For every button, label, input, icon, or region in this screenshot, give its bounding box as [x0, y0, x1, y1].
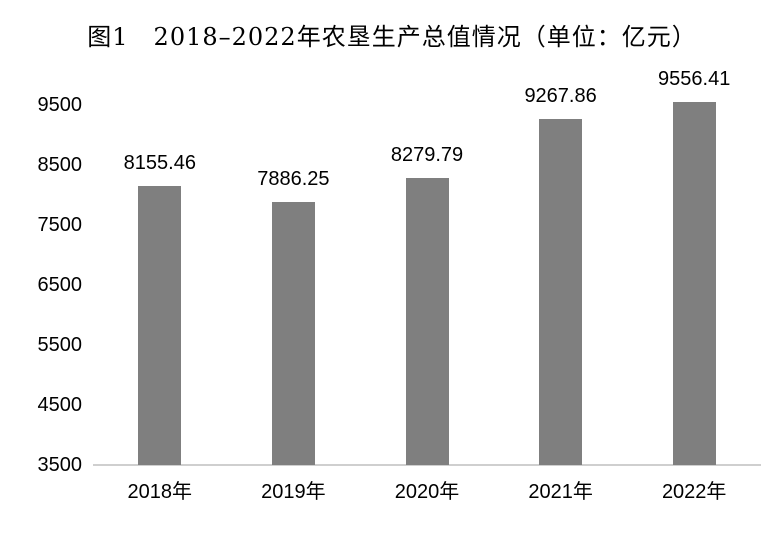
y-tick-label-5500: 5500	[37, 334, 83, 356]
y-tick-label-7500: 7500	[37, 214, 83, 236]
bar-2019年	[271, 201, 315, 465]
y-tick-label-8500: 8500	[37, 154, 83, 176]
chart-title: 图1 2018–2022年农垦生产总值情况（单位：亿元）	[87, 23, 697, 51]
y-tick-label-3500: 3500	[37, 454, 83, 476]
y-tick-label-4500: 4500	[37, 394, 83, 416]
x-tick-label-2018年: 2018年	[127, 481, 193, 503]
bar-2020年	[405, 178, 449, 465]
x-tick-label-2019年: 2019年	[261, 481, 326, 503]
bar-value-label-2020年: 8279.79	[390, 144, 464, 167]
x-tick-label-2020年: 2020年	[394, 481, 460, 503]
bar-value-label-2021年: 9267.86	[524, 84, 597, 107]
bar-value-label-2019年: 7886.25	[257, 167, 330, 190]
bar-value-label-2018年: 8155.46	[123, 151, 196, 174]
bar-2018年	[138, 185, 182, 465]
bar-value-label-2022年: 9556.41	[658, 67, 731, 90]
y-tick-label-6500: 6500	[37, 274, 83, 296]
x-tick-label-2021年: 2021年	[528, 481, 593, 503]
x-tick-label-2022年: 2022年	[661, 481, 727, 503]
bar-2021年	[539, 118, 583, 465]
x-axis-line	[93, 464, 761, 466]
y-tick-label-9500: 9500	[37, 94, 83, 116]
bar-2022年	[672, 101, 716, 465]
